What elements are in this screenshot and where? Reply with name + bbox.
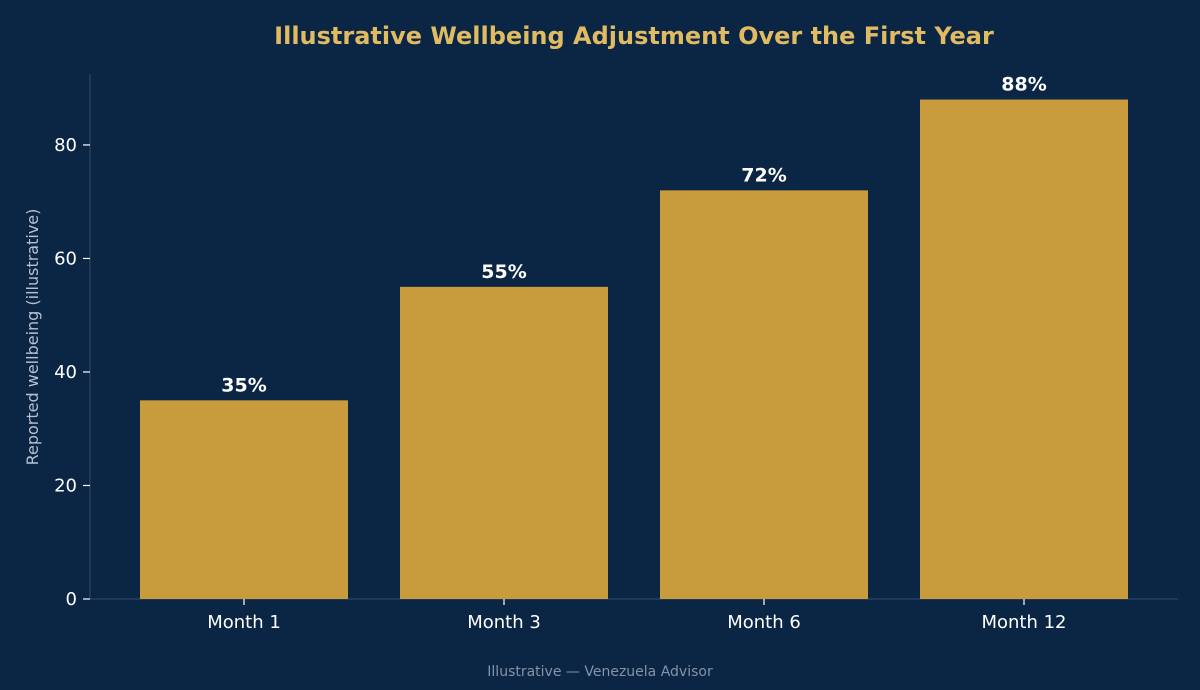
value-label: 35% [221,374,266,396]
bar-month-1 [140,400,348,599]
bar-month-3 [400,286,608,599]
x-tick-label: Month 1 [207,612,281,633]
plot-area: 0 20 40 60 80 35% Month 1 55% Month 3 72% Month 6 8… [54,74,1178,633]
y-tick-label: 40 [54,362,77,383]
x-tick-label: Month 6 [727,612,801,633]
x-tick-label: Month 12 [981,612,1066,633]
chart-title: Illustrative Wellbeing Adjustment Over t… [274,22,994,50]
x-tick-label: Month 3 [467,612,541,633]
y-tick-label: 60 [54,248,77,269]
y-axis-label: Reported wellbeing (illustrative) [23,209,42,466]
footer-credit: Illustrative — Venezuela Advisor [487,664,713,680]
bar-month-6 [660,190,868,599]
value-label: 72% [741,164,786,186]
value-label: 88% [1001,74,1046,96]
y-tick-label: 20 [54,475,77,496]
bar-month-12 [920,99,1128,600]
y-tick-label: 80 [54,135,77,156]
y-tick-label: 0 [66,589,77,610]
value-label: 55% [481,261,526,283]
